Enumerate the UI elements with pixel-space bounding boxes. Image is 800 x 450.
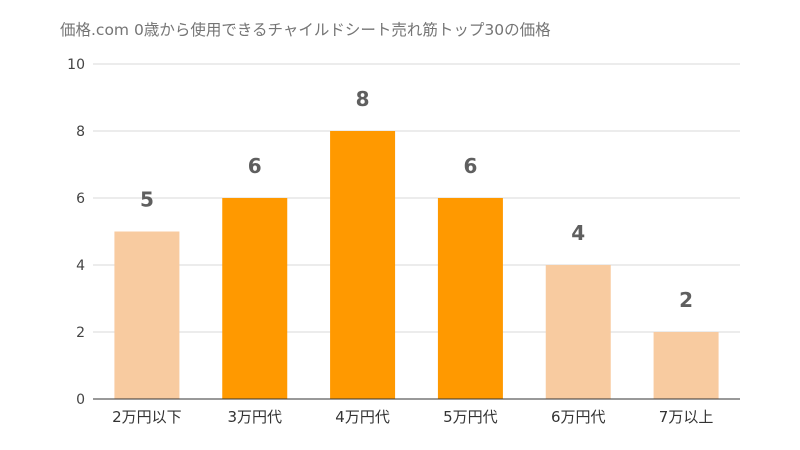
x-axis-category-labels: 2万円以下 3万円代 4万円代 5万円代 6万円代 7万以上 [112,408,713,426]
y-tick-label: 2 [76,325,85,341]
y-tick-label: 8 [76,124,85,140]
data-label: 5 [140,188,154,212]
bar-3 [330,131,396,399]
bars [114,131,719,399]
y-tick-label: 0 [76,392,85,408]
y-tick-label: 6 [76,191,85,207]
y-tick-label: 10 [67,57,85,73]
chart-title: 価格.com 0歳から使用できるチャイルドシート売れ筋トップ30の価格 [60,21,551,39]
x-category-label: 4万円代 [335,408,390,426]
y-axis-tick-labels: 0 2 4 6 8 10 [67,57,85,408]
bar-2 [222,198,288,399]
x-category-label: 7万以上 [659,408,714,426]
x-category-label: 5万円代 [443,408,498,426]
x-category-label: 6万円代 [551,408,606,426]
data-label: 6 [463,154,477,178]
bar-6 [653,332,719,399]
bar-5 [545,265,611,399]
bar-4 [437,198,503,399]
data-label: 2 [679,288,693,312]
y-tick-label: 4 [76,258,85,274]
data-labels: 5 6 8 6 4 2 [140,87,693,312]
x-category-label: 2万円以下 [112,408,182,426]
data-label: 4 [571,221,585,245]
bar-1 [114,231,180,399]
x-category-label: 3万円代 [227,408,282,426]
data-label: 6 [248,154,262,178]
data-label: 8 [356,87,370,111]
gridlines [93,63,740,333]
